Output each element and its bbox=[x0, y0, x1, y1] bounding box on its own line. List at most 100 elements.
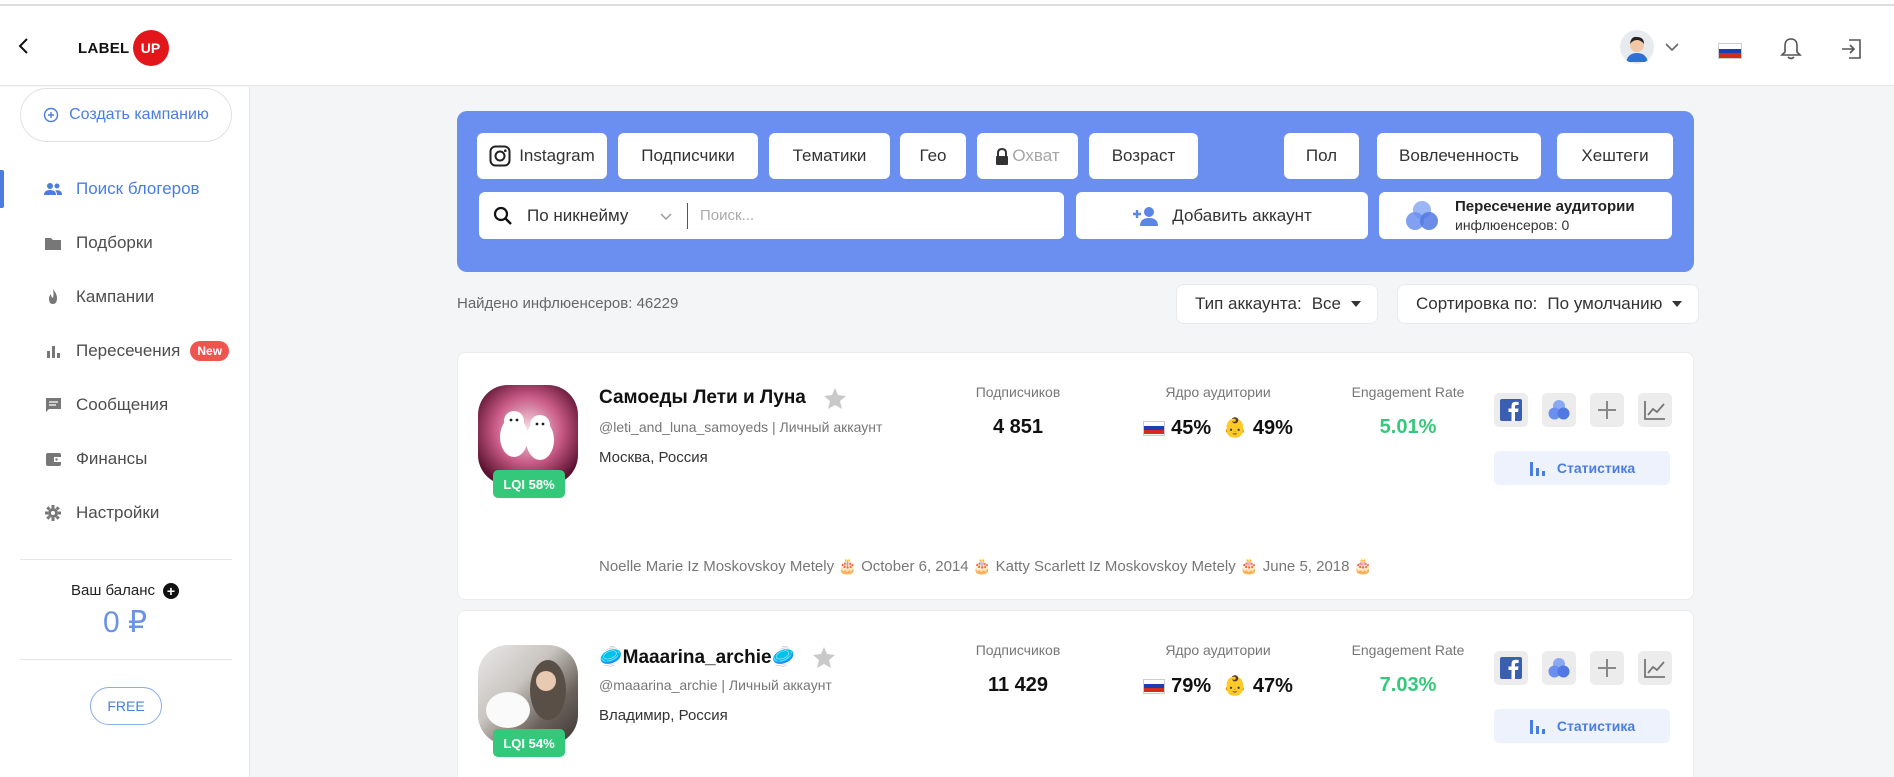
search-mode-select[interactable]: По никнейму bbox=[527, 206, 687, 226]
influencer-name-text: Самоеды Лети и Луна bbox=[599, 387, 806, 408]
app-header: LABEL UP bbox=[0, 6, 1894, 86]
filter-engagement-button[interactable]: Вовлеченность bbox=[1377, 133, 1541, 179]
plus-icon[interactable] bbox=[1590, 651, 1624, 685]
sidebar-item-label: Кампании bbox=[76, 287, 155, 306]
intersection-title: Пересечение аудитории bbox=[1455, 198, 1635, 215]
influencer-handle: @leti_and_luna_samoyeds | Личный аккаунт bbox=[599, 419, 883, 435]
search-icon bbox=[493, 206, 512, 225]
sort-dropdown[interactable]: Сортировка по: По умолчанию bbox=[1397, 284, 1700, 324]
followers-header: Подписчиков bbox=[975, 642, 1061, 658]
er-value: 7.03% bbox=[1379, 674, 1437, 696]
wallet-icon bbox=[44, 452, 62, 466]
russia-flag-icon[interactable] bbox=[1718, 43, 1742, 59]
filter-topics-button[interactable]: Тематики bbox=[769, 133, 890, 179]
account-type-dropdown[interactable]: Тип аккаунта: Все bbox=[1176, 284, 1378, 324]
influencer-card: LQI 58% Самоеды Лети и Луна @leti_and_lu… bbox=[457, 352, 1694, 600]
er-header: Engagement Rate bbox=[1351, 642, 1465, 658]
folder-icon bbox=[44, 237, 62, 250]
influencer-card: LQI 54% 🥏Maaarina_archie🥏 @maaarina_arch… bbox=[457, 610, 1694, 777]
star-icon[interactable] bbox=[813, 646, 836, 668]
sidebar-item-intersections[interactable]: Пересечения New bbox=[0, 324, 250, 378]
venn-icon bbox=[1406, 200, 1438, 230]
russia-flag-icon bbox=[1143, 420, 1166, 436]
core-age-percent: 49% bbox=[1252, 416, 1293, 439]
sidebar-item-label: Финансы bbox=[76, 449, 148, 468]
intersection-count: инфлюенсеров: 0 bbox=[1455, 217, 1570, 233]
core-audience-value: 79% 👶 47% bbox=[1108, 674, 1328, 698]
core-age-percent: 47% bbox=[1252, 674, 1293, 697]
sidebar-item-label: Настройки bbox=[76, 503, 160, 522]
sidebar-item-campaigns[interactable]: Кампании bbox=[0, 270, 250, 324]
age-emoji-icon: 👶 bbox=[1223, 418, 1247, 439]
facebook-icon[interactable] bbox=[1494, 393, 1528, 427]
chevron-down-icon bbox=[1665, 43, 1679, 52]
venn-icon[interactable] bbox=[1542, 651, 1576, 685]
statistics-button[interactable]: Статистика bbox=[1494, 451, 1670, 485]
results-count: Найдено инфлюенсеров: 46229 bbox=[457, 295, 679, 312]
caret-down-icon bbox=[1351, 301, 1361, 307]
venn-icon[interactable] bbox=[1542, 393, 1576, 427]
influencer-photo[interactable] bbox=[478, 385, 578, 485]
sidebar-item-collections[interactable]: Подборки bbox=[0, 216, 250, 270]
bar-chart-icon bbox=[1529, 462, 1545, 476]
sidebar-item-blogger-search[interactable]: Поиск блогеров bbox=[0, 162, 250, 216]
age-emoji-icon: 👶 bbox=[1223, 676, 1247, 697]
line-chart-icon[interactable] bbox=[1638, 393, 1672, 427]
influencer-location: Владимир, Россия bbox=[599, 707, 728, 724]
search-input[interactable] bbox=[688, 195, 1064, 236]
lock-icon bbox=[996, 147, 1009, 165]
card-actions bbox=[1494, 651, 1672, 685]
fire-icon bbox=[44, 289, 62, 305]
create-campaign-button[interactable]: Создать кампанию bbox=[20, 88, 232, 142]
sort-label: Сортировка по: bbox=[1416, 294, 1538, 313]
line-chart-icon[interactable] bbox=[1638, 651, 1672, 685]
sidebar-item-messages[interactable]: Сообщения bbox=[0, 378, 250, 432]
plan-button[interactable]: FREE bbox=[90, 687, 162, 725]
add-account-button[interactable]: Добавить аккаунт bbox=[1076, 192, 1368, 239]
add-balance-icon[interactable]: + bbox=[163, 582, 180, 599]
audience-intersection-button[interactable]: Пересечение аудитории инфлюенсеров: 0 bbox=[1379, 192, 1672, 239]
plus-circle-icon bbox=[43, 107, 59, 123]
user-menu[interactable] bbox=[1620, 30, 1680, 64]
star-icon[interactable] bbox=[823, 387, 846, 409]
sidebar-item-finance[interactable]: Финансы bbox=[0, 432, 250, 486]
influencer-name: 🥏Maaarina_archie🥏 bbox=[599, 645, 836, 669]
statistics-button[interactable]: Статистика bbox=[1494, 709, 1670, 743]
logo[interactable]: LABEL UP bbox=[78, 30, 169, 66]
russia-flag-icon bbox=[1143, 678, 1166, 694]
avatar bbox=[1620, 30, 1654, 64]
logo-label: LABEL bbox=[78, 39, 130, 57]
plus-icon[interactable] bbox=[1590, 393, 1624, 427]
balance-value: 0 ₽ bbox=[102, 606, 148, 639]
facebook-icon[interactable] bbox=[1494, 651, 1528, 685]
sidebar-divider bbox=[20, 659, 232, 660]
influencer-location: Москва, Россия bbox=[599, 449, 708, 466]
sort-value: По умолчанию bbox=[1547, 294, 1663, 313]
followers-value: 4 851 bbox=[992, 416, 1044, 438]
influencer-photo[interactable] bbox=[478, 645, 578, 745]
logout-icon[interactable] bbox=[1840, 37, 1864, 66]
gear-icon bbox=[44, 505, 62, 521]
filter-followers-button[interactable]: Подписчики bbox=[618, 133, 758, 179]
filter-gender-button[interactable]: Пол bbox=[1284, 133, 1359, 179]
er-value: 5.01% bbox=[1379, 416, 1437, 438]
people-icon bbox=[44, 182, 62, 196]
lqi-badge: LQI 58% bbox=[493, 470, 565, 498]
filter-panel: Instagram Подписчики Тематики Гео Охват … bbox=[457, 111, 1694, 272]
core-country-percent: 45% bbox=[1171, 416, 1212, 439]
filter-instagram-button[interactable]: Instagram bbox=[477, 133, 607, 179]
bell-icon[interactable] bbox=[1780, 37, 1802, 66]
sidebar-item-settings[interactable]: Настройки bbox=[0, 486, 250, 540]
filter-reach-button[interactable]: Охват bbox=[977, 133, 1078, 179]
core-audience-header: Ядро аудитории bbox=[1165, 384, 1271, 400]
account-type-label: Тип аккаунта: bbox=[1195, 294, 1302, 313]
filter-age-button[interactable]: Возраст bbox=[1089, 133, 1198, 179]
followers-value: 11 429 bbox=[987, 674, 1049, 696]
filter-hashtags-button[interactable]: Хештеги bbox=[1557, 133, 1673, 179]
filter-instagram-label: Instagram bbox=[519, 146, 595, 165]
filter-geo-button[interactable]: Гео bbox=[900, 133, 966, 179]
core-audience-header: Ядро аудитории bbox=[1165, 642, 1271, 658]
add-account-label: Добавить аккаунт bbox=[1172, 205, 1312, 225]
lqi-badge: LQI 54% bbox=[493, 729, 565, 757]
back-arrow-icon[interactable] bbox=[14, 36, 34, 56]
